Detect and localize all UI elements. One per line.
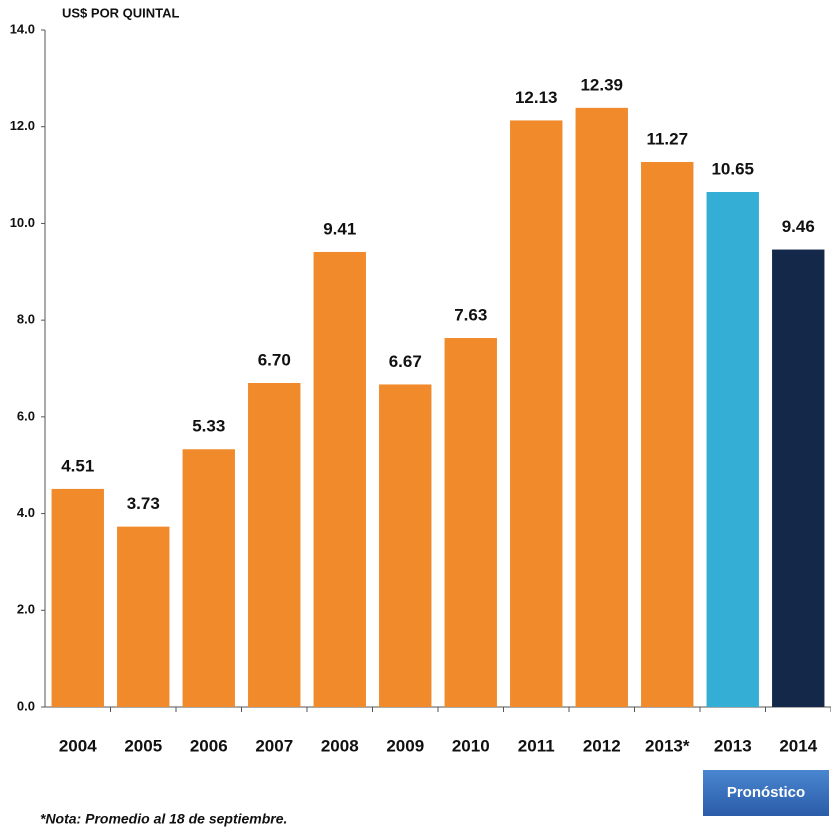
y-tick-label: 2.0 — [17, 602, 35, 617]
x-tick-label: 2005 — [124, 736, 162, 755]
x-tick-label: 2011 — [518, 736, 555, 755]
bar — [772, 249, 825, 707]
value-label: 4.51 — [61, 456, 94, 475]
bar — [575, 107, 628, 708]
x-tick-label: 2012 — [583, 736, 621, 755]
value-label: 5.33 — [192, 417, 225, 436]
y-tick-label: 10.0 — [10, 215, 35, 230]
y-tick-label: 8.0 — [17, 312, 35, 327]
bar — [641, 162, 694, 707]
y-axis-label: US$ POR QUINTAL — [62, 5, 180, 20]
y-tick-label: 0.0 — [17, 698, 35, 713]
y-tick-label: 12.0 — [10, 118, 35, 133]
bar — [444, 338, 497, 707]
note: *Nota: Promedio al 18 de septiembre. — [40, 811, 287, 827]
x-tick-label: 2007 — [255, 736, 293, 755]
value-label: 6.70 — [258, 350, 291, 369]
value-label: 9.46 — [782, 217, 815, 236]
bar — [313, 251, 366, 707]
bar — [379, 384, 432, 707]
y-tick-label: 14.0 — [10, 21, 35, 36]
value-label: 11.27 — [646, 129, 688, 148]
bar — [510, 120, 563, 707]
forecast-box — [703, 770, 829, 816]
bar — [248, 383, 301, 707]
value-label: 9.41 — [323, 219, 356, 238]
bar — [182, 449, 235, 707]
x-tick-label: 2014 — [779, 736, 817, 755]
x-tick-label: 2008 — [321, 736, 359, 755]
bar — [706, 191, 759, 707]
forecast-label: Pronóstico — [727, 784, 805, 801]
value-label: 10.65 — [711, 159, 754, 178]
bar — [117, 526, 170, 707]
value-label: 12.13 — [515, 88, 558, 107]
bar — [51, 488, 104, 707]
value-label: 7.63 — [454, 306, 487, 325]
y-tick-label: 6.0 — [17, 408, 35, 423]
y-tick-label: 4.0 — [17, 505, 35, 520]
x-tick-label: 2013* — [645, 736, 690, 755]
x-tick-label: 2004 — [59, 736, 97, 755]
value-label: 6.67 — [389, 352, 422, 371]
value-label: 3.73 — [127, 494, 160, 513]
x-tick-label: 2013 — [714, 736, 752, 755]
x-tick-label: 2010 — [452, 736, 490, 755]
value-label: 12.39 — [580, 75, 623, 94]
x-tick-label: 2006 — [190, 736, 228, 755]
x-tick-label: 2009 — [386, 736, 424, 755]
